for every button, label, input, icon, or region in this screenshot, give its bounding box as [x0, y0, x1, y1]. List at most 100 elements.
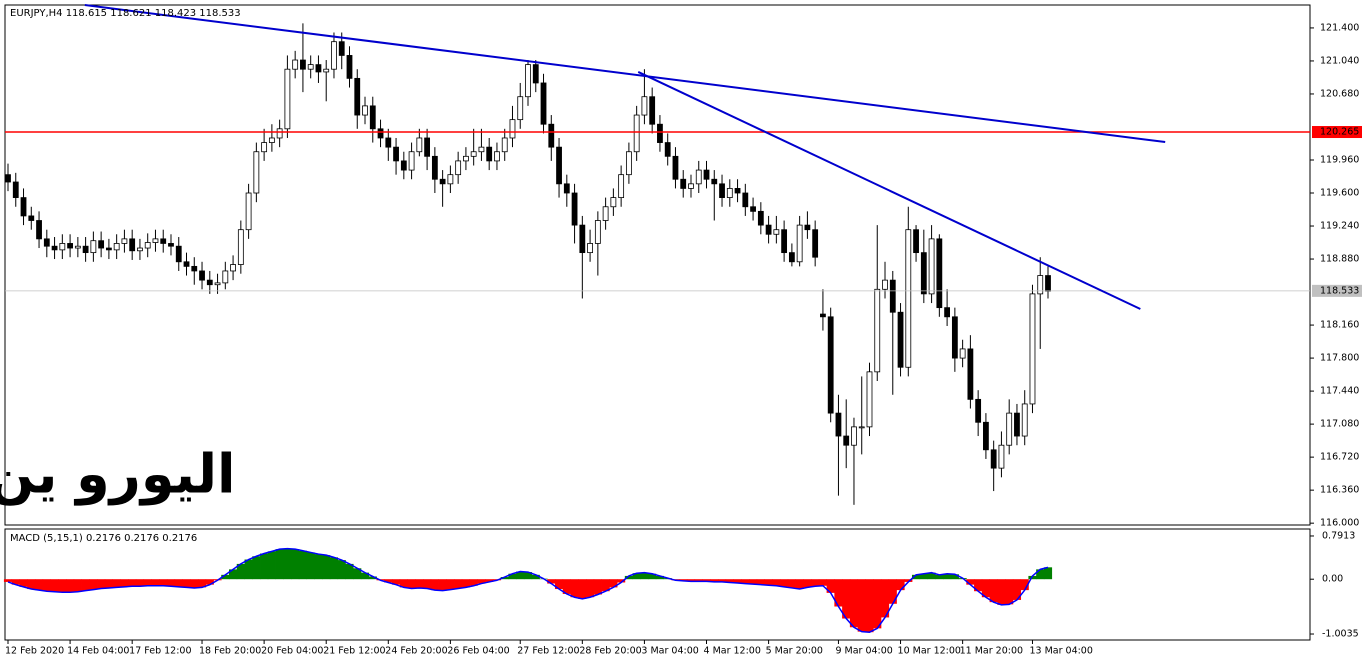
macd-bar: [81, 579, 90, 591]
macd-bar: [516, 571, 525, 580]
candle-body: [199, 270, 205, 281]
macd-bar: [73, 579, 82, 592]
candle-body: [913, 229, 919, 254]
candle-body: [51, 245, 58, 251]
macd-bar: [679, 579, 688, 581]
x-tick-label: 24 Feb 20:00: [385, 646, 447, 657]
candle-body: [137, 247, 143, 252]
macd-bar: [244, 559, 253, 580]
candle-body: [571, 192, 578, 226]
macd-bar: [834, 579, 843, 607]
macd-bar: [345, 563, 354, 580]
macd-bar: [120, 579, 129, 587]
candle-body: [222, 270, 229, 284]
macd-bar: [283, 548, 292, 580]
y-tick-label: 116.000: [1320, 518, 1359, 529]
candle-body: [214, 282, 221, 286]
candle-body: [268, 137, 275, 143]
trend-line: [637, 71, 1141, 310]
candle-body: [695, 169, 702, 185]
candle-body: [509, 119, 516, 139]
x-tick-label: 14 Feb 04:00: [67, 646, 129, 657]
macd-bar: [423, 579, 432, 589]
candle-body: [393, 146, 399, 162]
macd-bar: [617, 579, 626, 583]
y-tick-label: 119.240: [1320, 221, 1359, 232]
candle-body: [804, 224, 811, 231]
macd-bar: [399, 579, 408, 588]
macd-bar: [260, 553, 269, 580]
price-level-label: 118.533: [1320, 285, 1359, 296]
macd-bar: [873, 579, 882, 629]
macd-bar: [446, 579, 455, 590]
candle-body: [563, 183, 570, 194]
macd-bar: [228, 569, 238, 580]
candle-body: [540, 82, 547, 125]
candle-body: [400, 160, 407, 171]
candle-body: [455, 160, 462, 176]
candle-body: [307, 64, 314, 70]
macd-bar: [795, 579, 804, 590]
candle-body: [300, 59, 306, 70]
macd-bar: [624, 575, 633, 580]
macd-bar: [974, 579, 983, 592]
macd-bar: [275, 549, 284, 580]
macd-bar: [58, 579, 67, 593]
macd-bar: [1012, 579, 1022, 600]
candle-body: [920, 252, 927, 295]
candle-body: [369, 105, 376, 130]
candle-body: [773, 229, 780, 235]
macd-bar: [570, 579, 579, 598]
candle-body: [74, 245, 81, 249]
candle-body: [59, 243, 66, 251]
macd-bar: [461, 579, 470, 588]
macd-bar: [159, 579, 168, 586]
macd-bar: [554, 579, 564, 590]
candle-body: [726, 188, 733, 198]
macd-bar: [252, 556, 261, 580]
x-tick-label: 17 Feb 12:00: [129, 646, 191, 657]
candle-body: [105, 247, 112, 251]
macd-bar: [353, 568, 362, 580]
macd-bar: [586, 579, 595, 598]
macd-bar: [842, 579, 851, 619]
y-tick-label: 121.040: [1320, 55, 1359, 66]
macd-bar: [407, 579, 416, 589]
macd-bar: [151, 579, 160, 586]
candle-body: [447, 174, 454, 185]
candle-body: [602, 206, 609, 221]
x-tick-label: 4 Mar 12:00: [704, 646, 761, 657]
candle-body: [362, 105, 368, 116]
macd-bar: [803, 579, 812, 588]
x-tick-label: 18 Feb 20:00: [199, 646, 261, 657]
macd-bar: [981, 579, 990, 598]
macd-title: MACD (5,15,1) 0.2176 0.2176 0.2176: [10, 533, 197, 544]
macd-bar: [609, 579, 618, 588]
macd-bar: [717, 579, 727, 582]
annotation: اليورو ين: [0, 443, 236, 506]
x-tick-label: 20 Feb 04:00: [261, 646, 323, 657]
candle-body: [657, 123, 663, 143]
macd-bar: [562, 579, 571, 594]
candle-body: [680, 178, 687, 189]
candle-body: [67, 243, 73, 249]
candle-body: [517, 96, 524, 121]
candle-body: [237, 229, 244, 265]
candle-body: [168, 243, 174, 247]
candle-body: [338, 41, 345, 56]
candle-body: [664, 142, 671, 157]
candle-body: [494, 151, 500, 162]
macd-bar: [523, 572, 533, 580]
candle-body: [765, 224, 772, 235]
macd-bar: [50, 579, 59, 592]
macd-bar: [756, 579, 765, 585]
macd-tick-label: -1.0035: [1322, 629, 1359, 640]
macd-bar: [943, 573, 952, 580]
candle-body: [882, 279, 888, 290]
macd-bar: [849, 579, 859, 628]
macd-bar: [927, 572, 936, 580]
candle-body: [121, 238, 128, 244]
macd-bar: [811, 579, 820, 587]
candle-body: [688, 183, 694, 189]
macd-bar: [236, 563, 245, 580]
